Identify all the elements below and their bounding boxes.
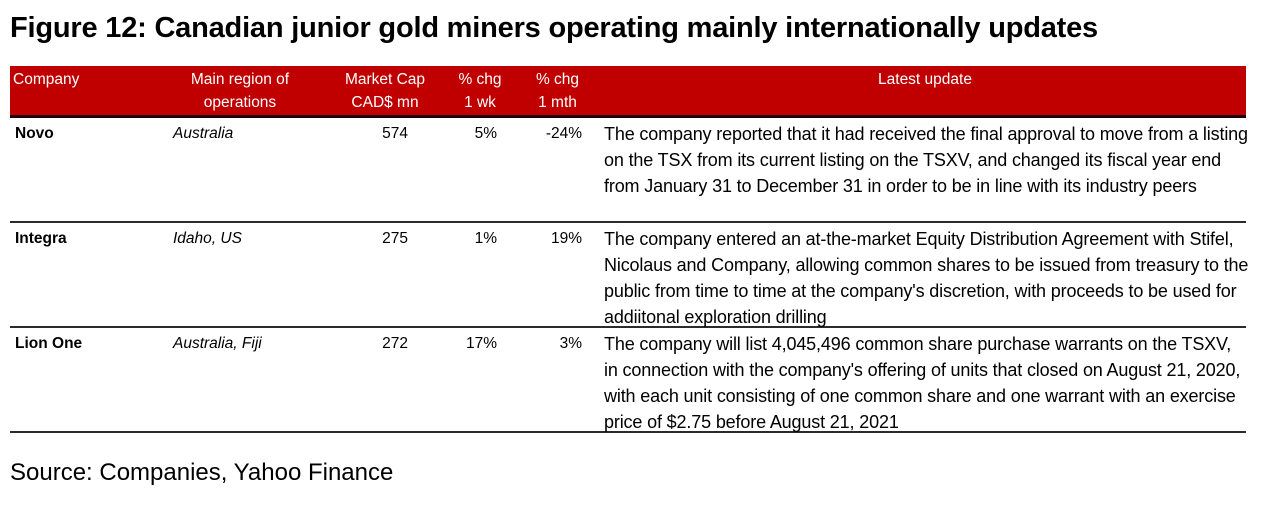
- cell-chg-1wk: 1%: [474, 230, 497, 247]
- source-note: Source: Companies, Yahoo Finance: [10, 459, 394, 486]
- cell-latest-update: The company entered an at-the-market Equ…: [604, 229, 1249, 327]
- header-latest-update: Latest update: [878, 71, 972, 88]
- header-market-cap: Market Cap CAD$ mn: [335, 68, 435, 114]
- header-chg-1mth-line2: 1 mth: [538, 94, 577, 111]
- table-header: Company Main region of operations Market…: [10, 66, 1246, 118]
- cell-company: Integra: [15, 230, 67, 247]
- header-chg-1wk-line1: % chg: [458, 71, 502, 88]
- header-chg-1wk-line2: 1 wk: [464, 94, 496, 111]
- cell-latest-update: The company reported that it had receive…: [604, 124, 1248, 196]
- cell-company: Novo: [15, 125, 54, 142]
- header-chg-1mth-line1: % chg: [535, 71, 580, 88]
- table-row: Novo Australia 574 5% -24% The company r…: [10, 118, 1248, 223]
- cell-market-cap: 275: [382, 230, 408, 247]
- header-region-line2: operations: [203, 94, 277, 111]
- cell-latest-update: The company will list 4,045,496 common s…: [604, 334, 1241, 432]
- header-market-cap-line1: Market Cap: [344, 71, 426, 88]
- table-row: Integra Idaho, US 275 1% 19% The company…: [10, 223, 1249, 328]
- header-chg-1mth: % chg 1 mth: [525, 68, 590, 114]
- cell-company: Lion One: [15, 335, 83, 352]
- miners-table: Company Main region of operations Market…: [10, 66, 1249, 433]
- header-market-cap-line2: CAD$ mn: [351, 94, 419, 111]
- cell-chg-1wk: 17%: [465, 335, 497, 352]
- cell-market-cap: 574: [382, 125, 408, 142]
- cell-market-cap: 272: [382, 335, 408, 352]
- figure-title: Figure 12: Canadian junior gold miners o…: [10, 12, 1098, 44]
- cell-region: Australia: [173, 125, 234, 142]
- cell-chg-1mth: 19%: [550, 230, 582, 247]
- header-region-line1: Main region of: [190, 71, 290, 88]
- header-chg-1wk: % chg 1 wk: [450, 68, 510, 114]
- header-company: Company: [13, 71, 80, 88]
- cell-region: Australia, Fiji: [173, 335, 262, 352]
- cell-region: Idaho, US: [173, 230, 242, 247]
- cell-chg-1mth: -24%: [545, 125, 582, 142]
- cell-chg-1wk: 5%: [474, 125, 497, 142]
- table-row: Lion One Australia, Fiji 272 17% 3% The …: [10, 328, 1246, 433]
- header-region: Main region of operations: [160, 68, 320, 114]
- cell-chg-1mth: 3%: [559, 335, 582, 352]
